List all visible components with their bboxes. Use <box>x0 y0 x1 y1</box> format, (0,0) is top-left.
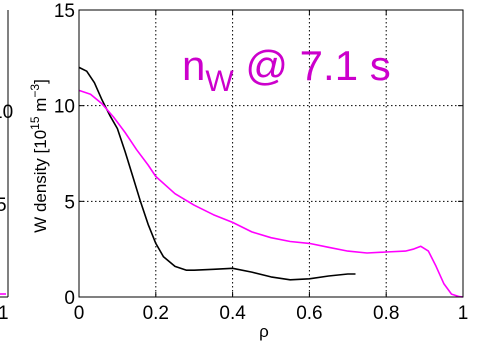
grid <box>79 10 463 297</box>
y-tick-label: 5 <box>64 192 75 213</box>
y-tick-label: 10 <box>54 97 75 118</box>
x-tick-label: 0.2 <box>143 303 169 324</box>
left-panel-tick-label: 1 <box>0 303 9 324</box>
left-panel-tick-label: 5 <box>0 195 7 216</box>
series-line-1 <box>78 66 356 281</box>
chart-annotation: nW @ 7.1 s <box>182 42 391 98</box>
y-tick-label: 15 <box>54 1 75 22</box>
left-panel-tick-label: 10 <box>0 102 13 123</box>
x-axis-label: ρ <box>259 322 269 341</box>
plot-frame <box>78 9 464 298</box>
x-tick-label: 0.8 <box>373 303 399 324</box>
x-tick-label: 0.4 <box>219 303 246 324</box>
x-tick-label: 1 <box>458 303 469 324</box>
y-tick-label: 0 <box>64 288 75 309</box>
x-tick-label: 0 <box>74 303 85 324</box>
series-layer <box>78 66 464 298</box>
x-tick-label: 0.6 <box>296 303 322 324</box>
left-panel-fragment: 10 5 1 <box>0 10 13 324</box>
y-axis-label: W density [1015 m−3] <box>28 79 50 233</box>
series-line-2 <box>78 89 464 298</box>
